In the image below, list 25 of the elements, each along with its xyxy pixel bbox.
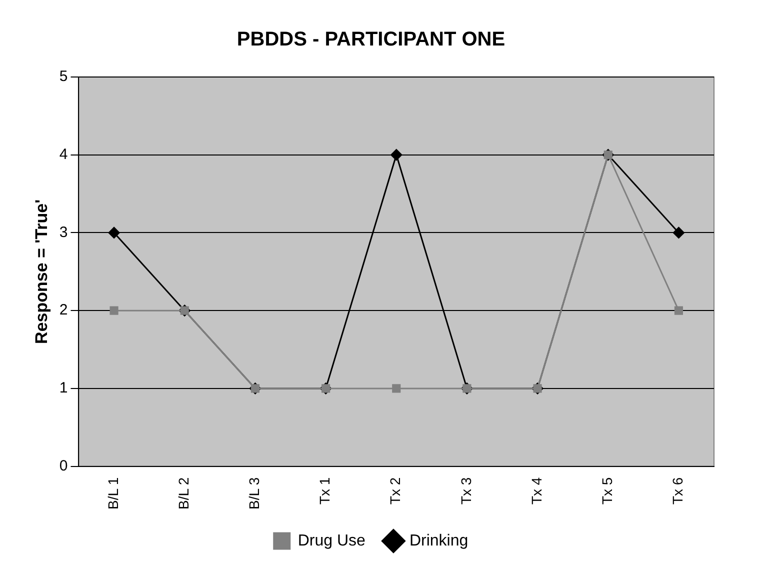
y-tick-label: 5 bbox=[59, 68, 68, 86]
legend-label: Drinking bbox=[409, 532, 468, 550]
x-tick-label: Tx 4 bbox=[528, 477, 544, 505]
x-tick-label: B/L 3 bbox=[246, 477, 262, 510]
point bbox=[390, 149, 402, 161]
x-tick-label: Tx 2 bbox=[387, 477, 404, 505]
x-tick-label: Tx 6 bbox=[670, 477, 686, 505]
y-tick-label: 3 bbox=[59, 224, 68, 241]
x-tick-label: Tx 3 bbox=[458, 477, 474, 505]
point bbox=[108, 226, 120, 238]
point bbox=[110, 306, 118, 315]
legend-label: Drug Use bbox=[298, 532, 366, 550]
point bbox=[672, 226, 684, 238]
point bbox=[674, 306, 683, 315]
x-tick-label: Tx 5 bbox=[598, 477, 615, 505]
x-tick-label: B/L 2 bbox=[175, 477, 192, 510]
x-tick-label: Tx 1 bbox=[316, 477, 333, 505]
chart-title: PBDDS - PARTICIPANT ONE bbox=[236, 28, 506, 51]
x-tick-label: B/L 1 bbox=[104, 477, 121, 510]
y-tick-label: 1 bbox=[59, 380, 68, 397]
y-axis-title: Response = 'True' bbox=[32, 199, 51, 344]
y-tick-label: 4 bbox=[59, 146, 68, 164]
y-tick-label: 0 bbox=[59, 457, 68, 474]
point bbox=[392, 384, 401, 393]
y-tick-label: 2 bbox=[59, 302, 68, 319]
